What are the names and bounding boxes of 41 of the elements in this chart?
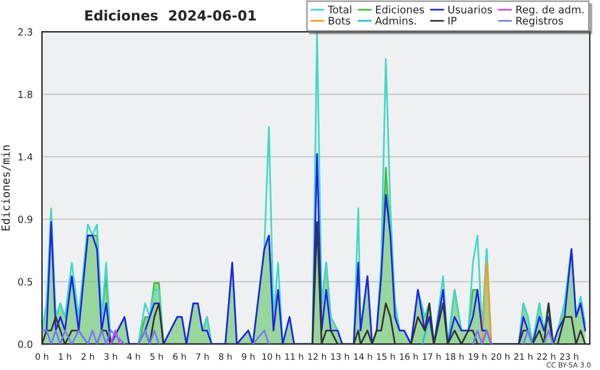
legend-label: Admins. <box>375 16 416 25</box>
x-tick-label: 2 h <box>82 353 94 360</box>
chart-title: Ediciones 2024-06-01 <box>85 10 256 21</box>
x-tick-label: 21 h <box>514 353 532 360</box>
legend-label: Bots <box>328 16 350 25</box>
x-tick-label: 10 h <box>262 353 280 360</box>
x-tick-label: 8 h <box>219 353 232 360</box>
x-tick-label: 20 h <box>491 353 510 360</box>
y-axis-title: Ediciones/min <box>1 145 11 230</box>
x-tick-label: 11 h <box>285 353 304 360</box>
y-tick-label: 1.4 <box>18 153 32 160</box>
x-tick-label: 13 h <box>331 353 349 360</box>
x-tick-label: 0 h <box>36 353 48 360</box>
x-tick-label: 6 h <box>173 353 186 360</box>
legend-label: Ediciones <box>376 5 424 14</box>
legend-label: Reg. de adm. <box>516 5 584 16</box>
x-tick-label: 9 h <box>242 353 254 360</box>
legend-label: Total <box>328 5 352 14</box>
x-tick-label: 12 h <box>308 353 326 360</box>
x-tick-label: 1 h <box>58 353 72 360</box>
x-tick-label: 5 h <box>150 353 163 360</box>
x-tick-label: 22 h <box>537 353 556 360</box>
y-tick-label: 0.0 <box>18 340 32 348</box>
line-series <box>42 221 586 344</box>
y-tick-label: 1.8 <box>18 90 32 98</box>
x-tick-label: 14 h <box>354 353 372 360</box>
y-tick-label: 0.9 <box>18 216 32 224</box>
y-tick-label: 2.3 <box>18 28 32 36</box>
y-tick-label: 0.5 <box>18 278 32 286</box>
x-tick-label: 17 h <box>422 353 441 360</box>
x-tick-label: 3 h <box>104 353 117 360</box>
x-tick-label: 23 h <box>560 353 578 360</box>
x-tick-label: 4 h <box>127 353 140 360</box>
legend-label: Usuarios <box>448 5 492 14</box>
x-tick-label: 19 h <box>468 353 486 360</box>
legend-label: IP <box>448 16 456 24</box>
x-tick-label: 15 h <box>377 353 395 360</box>
x-tick-label: 18 h <box>446 353 464 360</box>
legend-label: Registros <box>516 16 563 27</box>
x-tick-label: 7 h <box>196 353 209 360</box>
x-tick-label: 16 h <box>400 353 418 360</box>
